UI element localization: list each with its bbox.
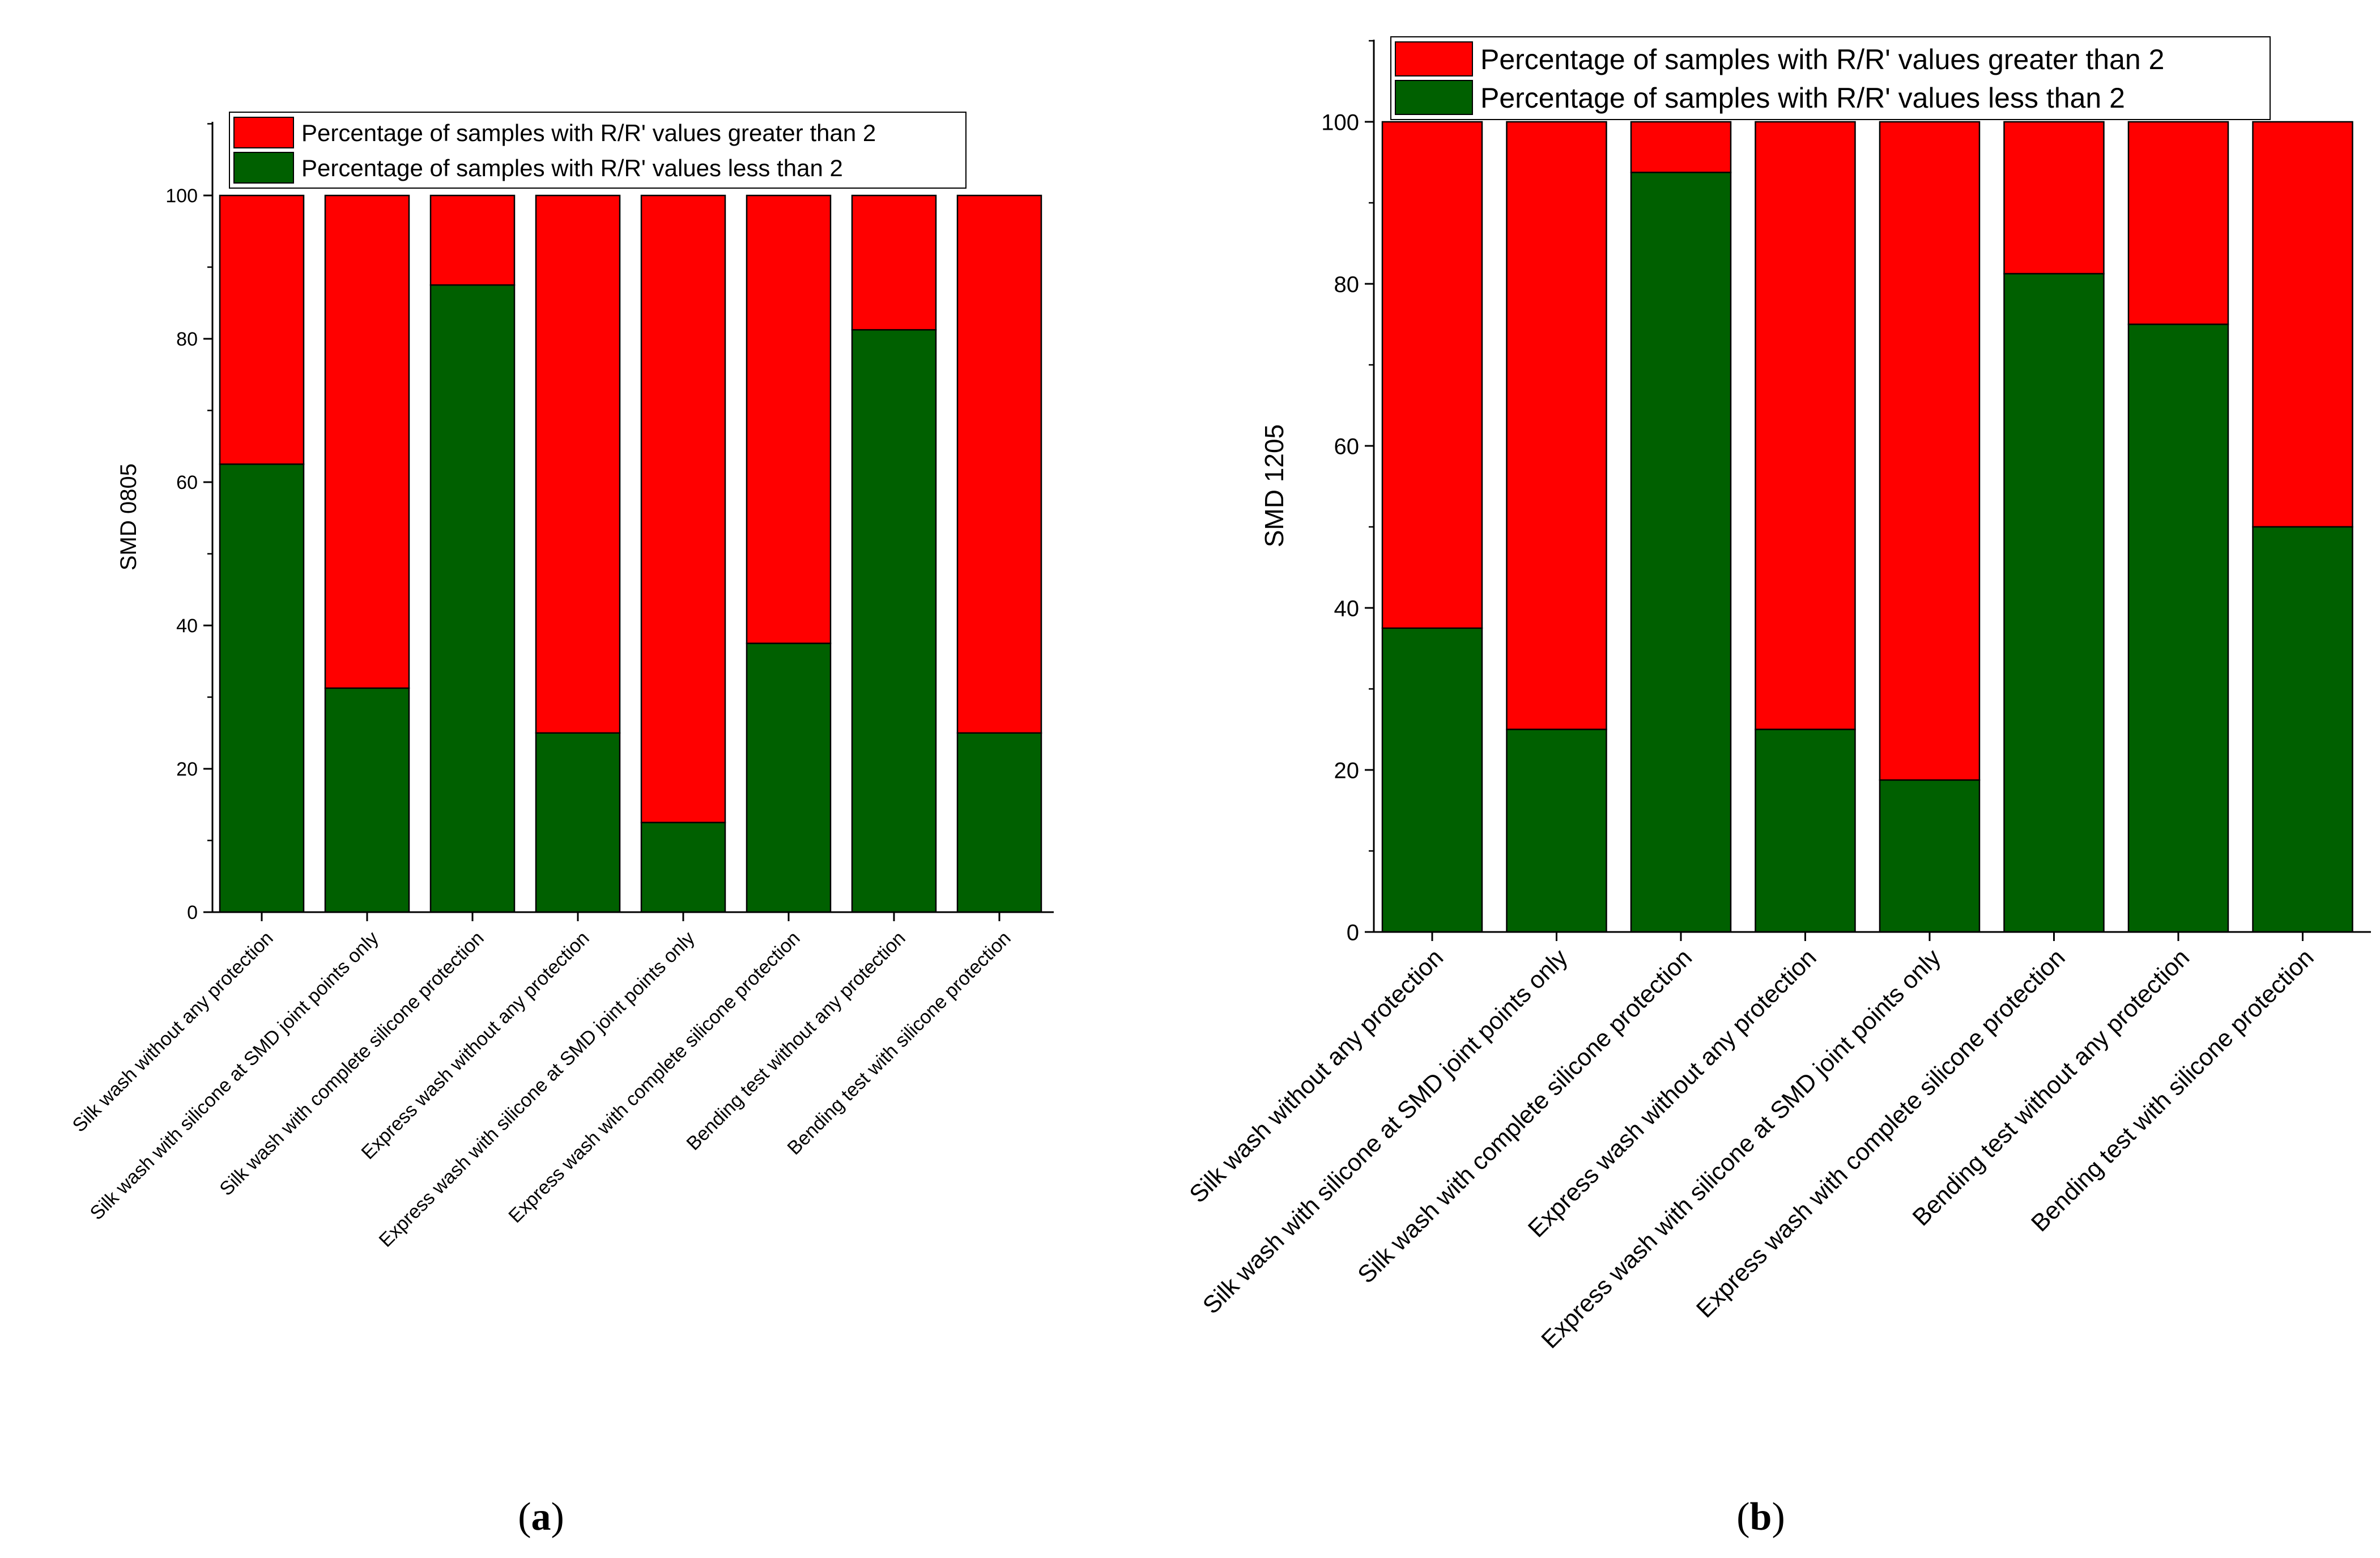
legend-label-below: Percentage of samples with R/R' values l… [301, 155, 843, 181]
bar-segment-below [746, 642, 832, 913]
bar-segment-above [2127, 121, 2229, 325]
bar-segment-below [2252, 526, 2353, 933]
bar-segment-below [219, 463, 305, 913]
legend-box [229, 112, 967, 189]
panel-label-letter: b [1750, 1495, 1772, 1539]
bar-segment-below [535, 732, 621, 913]
bar-segment-above [429, 194, 516, 286]
legend-swatch-above [233, 117, 294, 148]
bar-segment-above [324, 194, 410, 689]
bar-segment-above [851, 194, 937, 331]
panel-label-open: ( [518, 1495, 531, 1539]
y-tick-label: 80 [176, 329, 198, 350]
bar-segment-above [1630, 121, 1732, 173]
bar-segment-above [2003, 121, 2105, 275]
bar-segment-above [219, 194, 305, 465]
bar-segment-above [1755, 121, 1856, 730]
y-axis-title: SMD 0805 [116, 463, 141, 571]
panel-label-letter: a [531, 1495, 551, 1539]
panel-label-close: ) [551, 1495, 564, 1539]
bar-segment-above [1381, 121, 1483, 629]
bar-segment-above [535, 194, 621, 734]
legend-label-below: Percentage of samples with R/R' values l… [1480, 82, 2125, 114]
panel-label-open: ( [1736, 1495, 1749, 1539]
bar-segment-below [2127, 323, 2229, 933]
bar-segment-above [1879, 121, 1981, 781]
y-tick-label: 100 [165, 185, 198, 207]
bar-segment-below [851, 329, 937, 913]
bar-segment-below [429, 284, 516, 913]
y-tick-label: 60 [1334, 434, 1360, 459]
bar-segment-above [1506, 121, 1607, 730]
bar-segment-above [2252, 121, 2353, 528]
bar-segment-below [324, 687, 410, 913]
bar-segment-above [956, 194, 1042, 734]
legend-swatch-below [233, 152, 294, 184]
bar-segment-below [640, 821, 726, 913]
legend-box [1390, 36, 2271, 120]
bar-segment-below [1381, 627, 1483, 933]
y-tick-label: 100 [1321, 110, 1359, 135]
bar-segment-below [2003, 273, 2105, 933]
y-tick-label: 0 [187, 902, 198, 923]
panel-label: (a) [518, 1495, 564, 1539]
y-tick-label: 20 [1334, 758, 1360, 783]
y-tick-label: 0 [1347, 920, 1359, 945]
y-tick-label: 80 [1334, 272, 1360, 297]
bar-segment-below [1506, 729, 1607, 933]
bar-segment-below [1755, 729, 1856, 933]
bar-segment-above [746, 194, 832, 644]
y-axis-title: SMD 1205 [1259, 424, 1289, 547]
legend-label-above: Percentage of samples with R/R' values g… [1480, 44, 2164, 75]
legend-label-above: Percentage of samples with R/R' values g… [301, 120, 876, 146]
bar-segment-below [956, 732, 1042, 913]
legend-swatch-above [1395, 41, 1473, 76]
panel-label: (b) [1736, 1495, 1785, 1539]
y-tick-label: 60 [176, 472, 198, 493]
legend-swatch-below [1395, 80, 1473, 115]
panel-label-close: ) [1772, 1495, 1785, 1539]
bar-segment-above [640, 194, 726, 824]
bar-segment-below [1879, 779, 1981, 933]
y-tick-label: 40 [176, 615, 198, 637]
y-tick-label: 20 [176, 759, 198, 780]
y-tick-label: 40 [1334, 596, 1360, 621]
bar-segment-below [1630, 172, 1732, 933]
